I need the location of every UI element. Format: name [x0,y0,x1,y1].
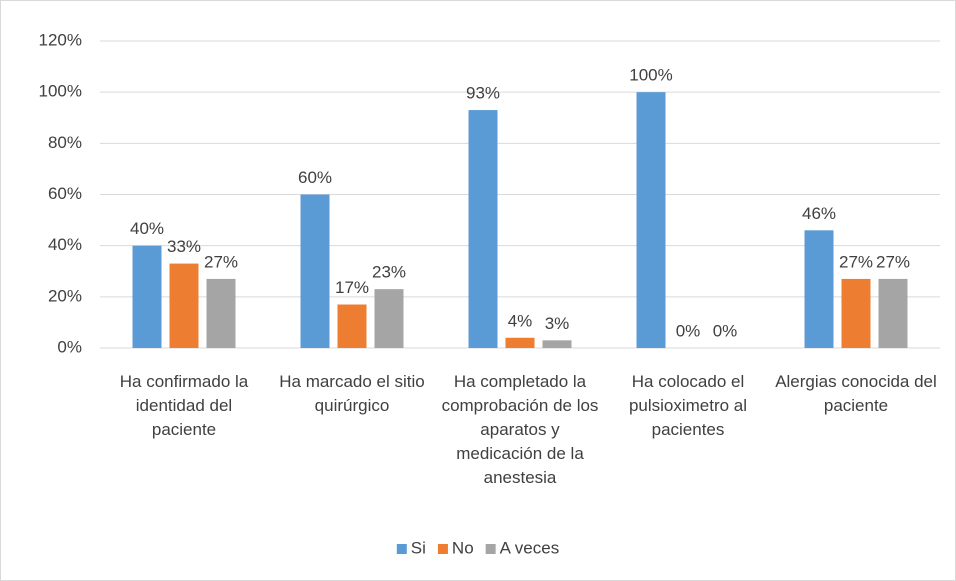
x-tick-label: Ha completado la comprobación de los apara… [442,372,599,487]
data-label: 40% [130,219,164,238]
data-label: 27% [839,252,873,271]
y-tick-label: 0% [57,337,82,356]
x-tick-label: Alergias conocida del paciente [775,372,937,415]
bar [374,289,404,348]
data-label: 17% [335,278,369,297]
legend-swatch [437,544,448,554]
legend-label: A veces [500,538,560,557]
data-label: 46% [802,204,836,223]
bar [169,263,199,348]
bar [878,278,908,348]
data-label: 0% [676,321,701,340]
bar [206,278,236,348]
data-label: 93% [466,84,500,103]
y-tick-label: 120% [39,30,82,49]
bar [542,340,572,348]
bar [841,278,871,348]
data-label: 4% [508,311,533,330]
data-label: 27% [876,252,910,271]
data-label: 23% [372,263,406,282]
bar [132,245,162,348]
y-tick-label: 80% [48,133,82,152]
data-label: 27% [204,252,238,271]
y-tick-label: 40% [48,235,82,254]
data-label: 60% [298,168,332,187]
data-label: 33% [167,237,201,256]
bar [300,194,330,348]
x-tick-label: Ha marcado el sitio quirúrgico [279,372,425,415]
legend-label: Si [411,538,426,557]
data-label: 0% [713,321,738,340]
y-tick-label: 20% [48,286,82,305]
legend-label: No [452,538,474,557]
bar [337,304,367,348]
legend-swatch [485,544,496,554]
x-tick-label: Ha confirmado la identidad del paciente [120,372,249,439]
data-label: 100% [629,66,672,85]
y-tick-label: 100% [39,82,82,101]
bar [804,230,834,348]
legend-swatch [396,544,407,554]
bar [636,92,666,349]
bar [468,110,498,348]
bar [505,337,535,348]
x-tick-label: Ha colocado el pulsioximetro al pacientes [629,372,747,439]
data-label: 3% [545,314,570,333]
y-tick-label: 60% [48,184,82,203]
